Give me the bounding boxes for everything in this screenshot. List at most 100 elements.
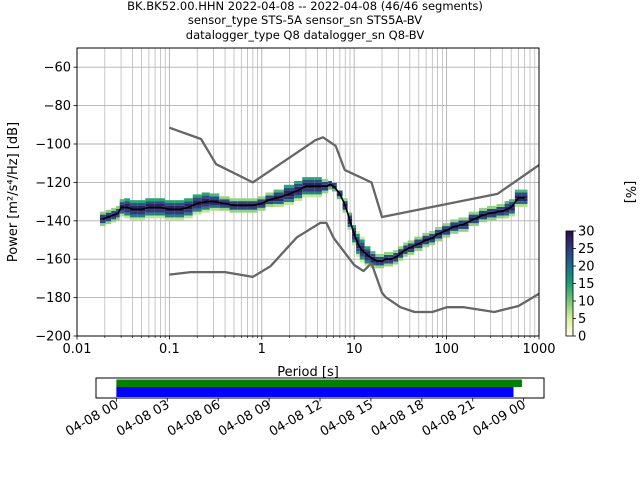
y-tick-label: −80: [44, 99, 71, 114]
heatmap-cell: [209, 196, 220, 200]
heatmap-cell: [283, 202, 295, 205]
heatmap-cell: [308, 182, 315, 186]
heatmap-cell: [308, 180, 315, 183]
heatmap-cell: [509, 213, 515, 217]
heatmap-cell: [514, 198, 522, 202]
heatmap-cell: [356, 233, 360, 237]
colorbar-tick-label: 25: [578, 242, 595, 257]
heatmap-cell: [509, 202, 515, 205]
heatmap-cell: [129, 200, 138, 204]
heatmap-cell: [487, 208, 497, 212]
heatmap-cell: [434, 227, 443, 230]
heatmap-cell: [388, 252, 394, 255]
heatmap-cell: [201, 201, 210, 204]
x-axis-label: Period [s]: [277, 365, 339, 380]
heatmap-cell: [468, 220, 479, 224]
heatmap-cell: [219, 196, 230, 200]
heatmap-cell: [442, 234, 451, 238]
heatmap-cell: [521, 192, 528, 196]
heatmap-cell: [398, 257, 404, 261]
heatmap-cell: [265, 192, 274, 196]
heatmap-cell: [364, 257, 371, 261]
heatmap-cell: [164, 214, 175, 218]
heatmap-cell: [393, 258, 399, 262]
heatmap-cell: [364, 246, 371, 250]
heatmap-cell: [370, 259, 376, 263]
heatmap-cell: [487, 217, 497, 221]
heatmap-cell: [509, 207, 515, 211]
heatmap-cell: [154, 215, 165, 219]
heatmap-cell: [302, 188, 309, 192]
heatmap-cell: [119, 199, 125, 203]
heatmap-cell: [137, 214, 146, 218]
y-tick-label: −200: [35, 330, 71, 345]
x-tick-label: 100: [434, 342, 459, 357]
heatmap-cell: [308, 191, 315, 195]
heatmap-cell: [129, 203, 138, 206]
heatmap-cell: [352, 225, 357, 228]
heatmap-cell: [393, 250, 399, 253]
heatmap-cell: [154, 206, 165, 210]
heatmap-cell: [174, 217, 185, 221]
heatmap-cell: [514, 204, 522, 207]
heatmap-cell: [370, 253, 376, 257]
heatmap-cell: [192, 211, 202, 215]
heatmap-cell: [383, 252, 389, 255]
heatmap-cell: [414, 248, 423, 252]
heatmap-cell: [504, 215, 510, 219]
heatmap-cell: [273, 192, 284, 196]
heatmap-cell: [184, 209, 193, 213]
heatmap-cell: [174, 205, 185, 209]
heatmap-cell: [383, 260, 389, 264]
heatmap-cell: [359, 245, 365, 249]
heatmap-cell: [192, 205, 202, 209]
heatmap-cell: [514, 195, 522, 199]
heatmap-cell: [257, 196, 266, 200]
heatmap-cell: [145, 206, 155, 210]
heatmap-cell: [504, 206, 510, 210]
heatmap-cell: [478, 219, 488, 223]
colorbar: 0 5 10 15 20 25 30 [%]: [565, 181, 637, 345]
heatmap-cell: [352, 242, 357, 246]
heatmap-cell: [145, 198, 155, 202]
heatmap-cell: [504, 201, 510, 204]
heatmap-cell: [342, 206, 348, 210]
noise-models: [169, 126, 540, 314]
heatmap-cell: [331, 188, 337, 192]
heatmap-cell: [422, 244, 430, 248]
heatmap-cell: [314, 182, 322, 186]
heatmap-cell: [294, 186, 303, 190]
heatmap-cell: [137, 211, 146, 215]
heatmap-cell: [347, 215, 353, 219]
heatmap-cell: [154, 201, 165, 204]
heatmap-cell: [174, 211, 185, 215]
coverage-bars: [116, 379, 522, 397]
heatmap-cell: [375, 256, 380, 260]
heatmap-cell: [257, 204, 266, 208]
heatmap-cell: [145, 209, 155, 213]
heatmap-cell: [209, 204, 220, 208]
heatmap-cell: [116, 208, 120, 212]
heatmap-cell: [192, 194, 202, 198]
heatmap-cell: [504, 212, 510, 216]
heatmap-cell: [283, 196, 295, 200]
median-curve: [102, 183, 525, 262]
heatmap-cell: [342, 209, 348, 213]
heatmap-cell: [116, 205, 120, 209]
heatmap-cell: [422, 241, 430, 245]
heatmap-cell: [265, 204, 274, 207]
heatmap-cell: [407, 249, 415, 252]
heatmap-cell: [487, 214, 497, 218]
heatmap-cell: [119, 204, 125, 208]
heatmap-cell: [514, 201, 522, 204]
heatmap-cell: [164, 208, 175, 212]
heatmap-cell: [273, 204, 284, 207]
heatmap-cell: [129, 214, 138, 218]
heatmap-cell: [434, 235, 443, 239]
heatmap-cell: [201, 206, 210, 210]
data-segment-bar: [116, 379, 522, 387]
heatmap-cell: [356, 230, 360, 234]
heatmap-cell: [414, 239, 423, 243]
heatmap-cell: [116, 214, 120, 218]
